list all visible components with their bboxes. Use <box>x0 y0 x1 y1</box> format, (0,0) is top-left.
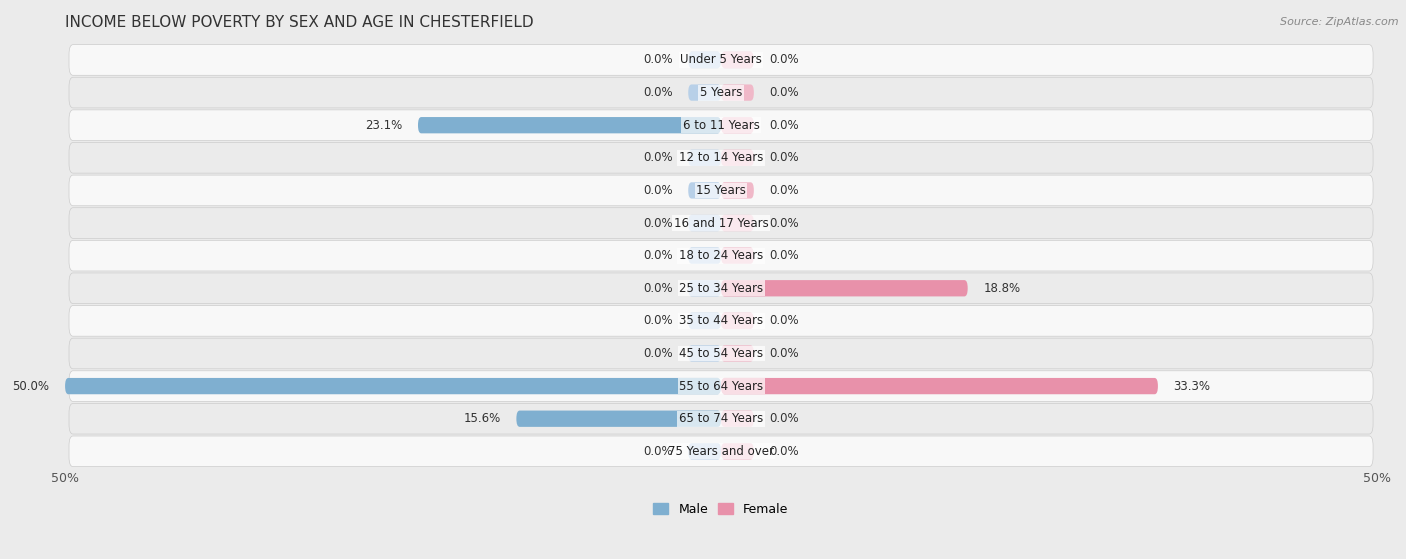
FancyBboxPatch shape <box>689 280 721 296</box>
Text: 0.0%: 0.0% <box>643 86 672 99</box>
FancyBboxPatch shape <box>69 338 1374 369</box>
FancyBboxPatch shape <box>721 378 1159 394</box>
FancyBboxPatch shape <box>69 208 1374 238</box>
Text: 35 to 44 Years: 35 to 44 Years <box>679 314 763 328</box>
Text: 45 to 54 Years: 45 to 54 Years <box>679 347 763 360</box>
FancyBboxPatch shape <box>721 345 754 362</box>
FancyBboxPatch shape <box>69 77 1374 108</box>
Text: 0.0%: 0.0% <box>643 151 672 164</box>
FancyBboxPatch shape <box>721 117 754 134</box>
FancyBboxPatch shape <box>721 443 754 459</box>
Text: INCOME BELOW POVERTY BY SEX AND AGE IN CHESTERFIELD: INCOME BELOW POVERTY BY SEX AND AGE IN C… <box>65 15 534 30</box>
FancyBboxPatch shape <box>689 312 721 329</box>
Text: 16 and 17 Years: 16 and 17 Years <box>673 216 769 230</box>
FancyBboxPatch shape <box>721 150 754 166</box>
FancyBboxPatch shape <box>721 84 754 101</box>
FancyBboxPatch shape <box>69 240 1374 271</box>
Text: 23.1%: 23.1% <box>366 119 402 132</box>
Text: 18 to 24 Years: 18 to 24 Years <box>679 249 763 262</box>
Text: 0.0%: 0.0% <box>643 445 672 458</box>
FancyBboxPatch shape <box>69 143 1374 173</box>
Text: 0.0%: 0.0% <box>643 216 672 230</box>
FancyBboxPatch shape <box>689 345 721 362</box>
Text: 0.0%: 0.0% <box>769 216 799 230</box>
FancyBboxPatch shape <box>721 215 754 231</box>
FancyBboxPatch shape <box>689 248 721 264</box>
Text: 0.0%: 0.0% <box>769 314 799 328</box>
Legend: Male, Female: Male, Female <box>648 498 793 521</box>
Text: 0.0%: 0.0% <box>769 445 799 458</box>
FancyBboxPatch shape <box>689 84 721 101</box>
FancyBboxPatch shape <box>721 182 754 198</box>
FancyBboxPatch shape <box>516 410 721 427</box>
Text: 15.6%: 15.6% <box>464 412 501 425</box>
FancyBboxPatch shape <box>65 378 721 394</box>
FancyBboxPatch shape <box>69 45 1374 75</box>
Text: 15 Years: 15 Years <box>696 184 747 197</box>
Text: 0.0%: 0.0% <box>769 119 799 132</box>
Text: 0.0%: 0.0% <box>769 184 799 197</box>
FancyBboxPatch shape <box>69 175 1374 206</box>
Text: 6 to 11 Years: 6 to 11 Years <box>682 119 759 132</box>
FancyBboxPatch shape <box>69 436 1374 467</box>
Text: 33.3%: 33.3% <box>1174 380 1211 392</box>
Text: 0.0%: 0.0% <box>643 314 672 328</box>
Text: 65 to 74 Years: 65 to 74 Years <box>679 412 763 425</box>
Text: 0.0%: 0.0% <box>769 249 799 262</box>
Text: Under 5 Years: Under 5 Years <box>681 54 762 67</box>
Text: 0.0%: 0.0% <box>643 249 672 262</box>
Text: 55 to 64 Years: 55 to 64 Years <box>679 380 763 392</box>
Text: 5 Years: 5 Years <box>700 86 742 99</box>
Text: 75 Years and over: 75 Years and over <box>668 445 775 458</box>
Text: 50.0%: 50.0% <box>13 380 49 392</box>
FancyBboxPatch shape <box>721 248 754 264</box>
FancyBboxPatch shape <box>69 371 1374 401</box>
Text: 0.0%: 0.0% <box>643 184 672 197</box>
FancyBboxPatch shape <box>418 117 721 134</box>
Text: 25 to 34 Years: 25 to 34 Years <box>679 282 763 295</box>
FancyBboxPatch shape <box>689 443 721 459</box>
Text: 0.0%: 0.0% <box>643 282 672 295</box>
Text: 0.0%: 0.0% <box>769 54 799 67</box>
Text: 0.0%: 0.0% <box>769 412 799 425</box>
FancyBboxPatch shape <box>69 404 1374 434</box>
Text: 0.0%: 0.0% <box>769 151 799 164</box>
Text: 18.8%: 18.8% <box>983 282 1021 295</box>
Text: 12 to 14 Years: 12 to 14 Years <box>679 151 763 164</box>
FancyBboxPatch shape <box>721 52 754 68</box>
FancyBboxPatch shape <box>689 52 721 68</box>
FancyBboxPatch shape <box>721 410 754 427</box>
FancyBboxPatch shape <box>689 150 721 166</box>
Text: 0.0%: 0.0% <box>769 347 799 360</box>
Text: Source: ZipAtlas.com: Source: ZipAtlas.com <box>1281 17 1399 27</box>
FancyBboxPatch shape <box>69 110 1374 140</box>
Text: 0.0%: 0.0% <box>769 86 799 99</box>
Text: 0.0%: 0.0% <box>643 347 672 360</box>
FancyBboxPatch shape <box>69 273 1374 304</box>
FancyBboxPatch shape <box>689 182 721 198</box>
FancyBboxPatch shape <box>689 215 721 231</box>
Text: 0.0%: 0.0% <box>643 54 672 67</box>
FancyBboxPatch shape <box>721 280 967 296</box>
FancyBboxPatch shape <box>721 312 754 329</box>
FancyBboxPatch shape <box>69 306 1374 336</box>
